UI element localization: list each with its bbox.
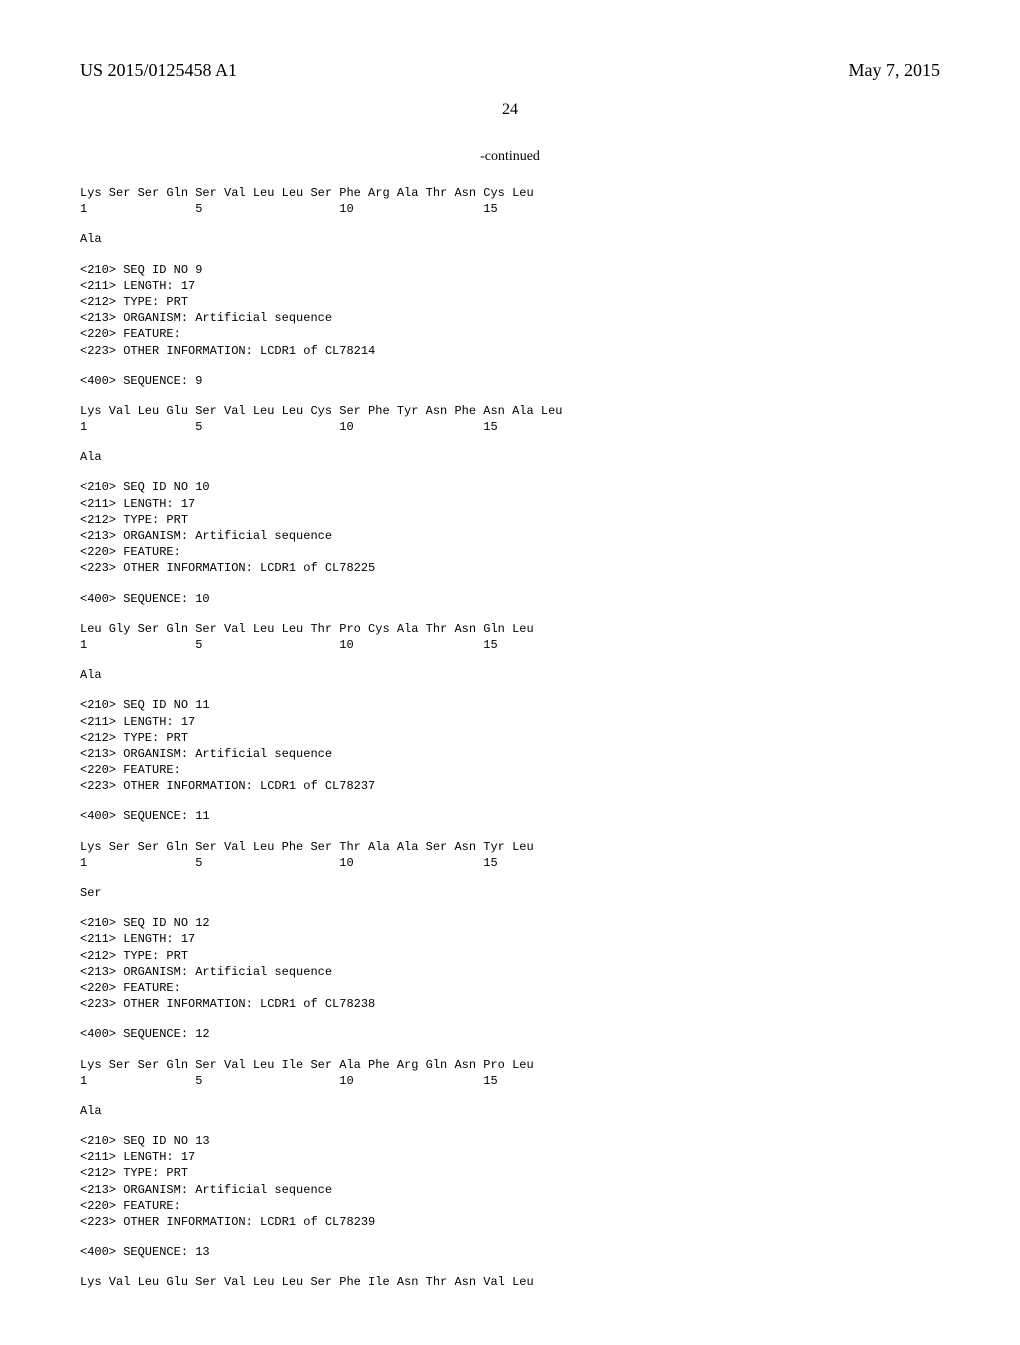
sequence-meta: <210> SEQ ID NO 13 <211> LENGTH: 17 <212… bbox=[80, 1133, 940, 1230]
sequence-line: Leu Gly Ser Gln Ser Val Leu Leu Thr Pro … bbox=[80, 621, 940, 653]
sequence-listing: Lys Ser Ser Gln Ser Val Leu Leu Ser Phe … bbox=[80, 185, 940, 1291]
sequence-line: Lys Ser Ser Gln Ser Val Leu Ile Ser Ala … bbox=[80, 1057, 940, 1089]
sequence-meta: <400> SEQUENCE: 9 bbox=[80, 373, 940, 389]
sequence-line: Ala bbox=[80, 1103, 940, 1119]
sequence-meta: <210> SEQ ID NO 10 <211> LENGTH: 17 <212… bbox=[80, 479, 940, 576]
sequence-line: Lys Ser Ser Gln Ser Val Leu Leu Ser Phe … bbox=[80, 185, 940, 217]
sequence-line: Ala bbox=[80, 449, 940, 465]
sequence-meta: <400> SEQUENCE: 13 bbox=[80, 1244, 940, 1260]
sequence-meta: <400> SEQUENCE: 11 bbox=[80, 808, 940, 824]
sequence-meta: <210> SEQ ID NO 9 <211> LENGTH: 17 <212>… bbox=[80, 262, 940, 359]
sequence-line: Lys Val Leu Glu Ser Val Leu Leu Ser Phe … bbox=[80, 1274, 940, 1290]
sequence-meta: <210> SEQ ID NO 12 <211> LENGTH: 17 <212… bbox=[80, 915, 940, 1012]
publication-date: May 7, 2015 bbox=[849, 60, 941, 81]
sequence-line: Lys Val Leu Glu Ser Val Leu Leu Cys Ser … bbox=[80, 403, 940, 435]
sequence-meta: <400> SEQUENCE: 10 bbox=[80, 591, 940, 607]
sequence-line: Ala bbox=[80, 231, 940, 247]
sequence-meta: <400> SEQUENCE: 12 bbox=[80, 1026, 940, 1042]
continued-label: -continued bbox=[80, 149, 940, 165]
page-header: US 2015/0125458 A1 May 7, 2015 bbox=[80, 60, 940, 81]
sequence-line: Ser bbox=[80, 885, 940, 901]
publication-number: US 2015/0125458 A1 bbox=[80, 60, 237, 81]
sequence-line: Lys Ser Ser Gln Ser Val Leu Phe Ser Thr … bbox=[80, 839, 940, 871]
patent-page: US 2015/0125458 A1 May 7, 2015 24 -conti… bbox=[0, 0, 1020, 1345]
page-number: 24 bbox=[80, 101, 940, 119]
sequence-line: Ala bbox=[80, 667, 940, 683]
sequence-meta: <210> SEQ ID NO 11 <211> LENGTH: 17 <212… bbox=[80, 697, 940, 794]
